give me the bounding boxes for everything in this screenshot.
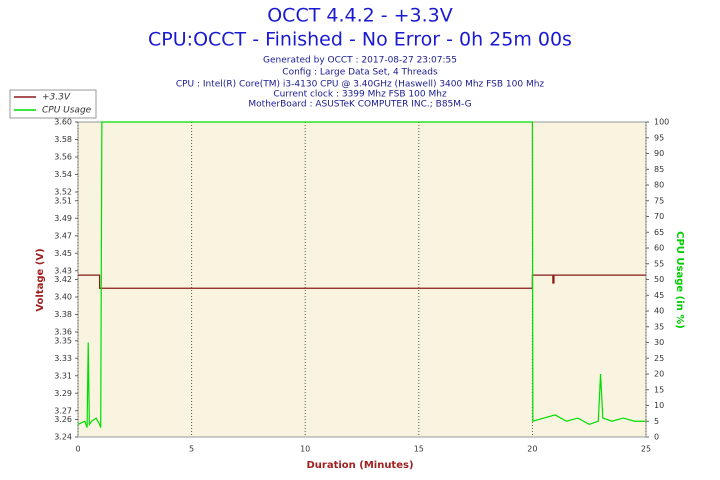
y2-tick-label: 70 [654, 212, 664, 221]
y2-tick-label: 25 [654, 354, 664, 363]
y-tick-label: 3.36 [54, 328, 72, 337]
y-tick-label: 3.58 [54, 135, 72, 144]
y2-tick-label: 95 [654, 133, 664, 142]
info-line: CPU : Intel(R) Core(TM) i3-4130 CPU @ 3.… [176, 80, 545, 90]
info-line: Config : Large Data Set, 4 Threads [282, 68, 438, 78]
y2-tick-label: 75 [654, 196, 664, 205]
legend [9, 89, 97, 119]
data-line [78, 274, 646, 289]
x-axis-title: Duration (Minutes) [306, 460, 413, 471]
y-axis-title: Voltage (V) [35, 248, 46, 311]
x-tick-label: 20 [527, 445, 537, 454]
y2-tick-label: 5 [654, 417, 659, 426]
y2-tick-label: 10 [654, 401, 664, 410]
y2-tick-label: 55 [654, 259, 664, 268]
y-tick-label: 3.54 [54, 170, 72, 179]
y2-tick-label: 100 [654, 118, 669, 127]
x-tick-label: 10 [300, 445, 310, 454]
y2-tick-label: 0 [654, 433, 659, 442]
y-tick-label: 3.51 [54, 196, 72, 205]
y-tick-label: 3.40 [54, 293, 72, 302]
y2-tick-label: 40 [654, 307, 664, 316]
y-tick-label: 3.49 [54, 214, 72, 223]
y-tick-label: 3.24 [54, 433, 72, 442]
y2-tick-label: 90 [654, 149, 664, 158]
x-tick-label: 25 [641, 445, 651, 454]
y2-tick-label: 35 [654, 322, 664, 331]
x-tick-label: 5 [189, 445, 194, 454]
y2-tick-label: 65 [654, 228, 664, 237]
info-line: Current clock : 3399 Mhz FSB 100 Mhz [273, 90, 447, 100]
y-tick-label: 3.42 [54, 275, 72, 284]
y-tick-label: 3.56 [54, 153, 72, 162]
y2-tick-label: 45 [654, 291, 664, 300]
y-tick-label: 3.38 [54, 310, 72, 319]
plot-area [77, 121, 647, 438]
x-tick-label: 0 [75, 445, 80, 454]
y2-tick-label: 30 [654, 338, 664, 347]
y-tick-label: 3.60 [54, 118, 72, 127]
y2-tick-label: 50 [654, 275, 664, 284]
y2-tick-label: 15 [654, 385, 664, 394]
y2-tick-label: 20 [654, 370, 664, 379]
y-tick-label: 3.35 [54, 336, 72, 345]
legend-label: CPU Usage [42, 106, 92, 116]
y-tick-label: 3.33 [54, 354, 72, 363]
y2-tick-label: 80 [654, 181, 664, 190]
data-line [77, 121, 646, 428]
chart-title: OCCT 4.4.2 - +3.3V [267, 5, 453, 27]
y2-tick-label: 85 [654, 165, 664, 174]
info-line: Generated by OCCT : 2017-08-27 23:07:55 [263, 56, 457, 66]
y2-axis-title: CPU Usage (in %) [674, 231, 685, 329]
y-tick-label: 3.47 [54, 231, 72, 240]
y-tick-label: 3.29 [54, 389, 72, 398]
y-tick-label: 3.27 [54, 406, 72, 415]
y-tick-label: 3.26 [54, 415, 72, 424]
y-tick-label: 3.31 [54, 371, 72, 380]
y-tick-label: 3.45 [54, 249, 72, 258]
y-tick-label: 3.43 [54, 266, 72, 275]
info-line: MotherBoard : ASUSTeK COMPUTER INC.; B85… [248, 100, 471, 110]
chart-subtitle: CPU:OCCT - Finished - No Error - 0h 25m … [148, 29, 572, 51]
legend-label: +3.3V [42, 93, 71, 103]
x-tick-label: 15 [414, 445, 424, 454]
y-tick-label: 3.52 [54, 188, 72, 197]
y2-tick-label: 60 [654, 244, 664, 253]
